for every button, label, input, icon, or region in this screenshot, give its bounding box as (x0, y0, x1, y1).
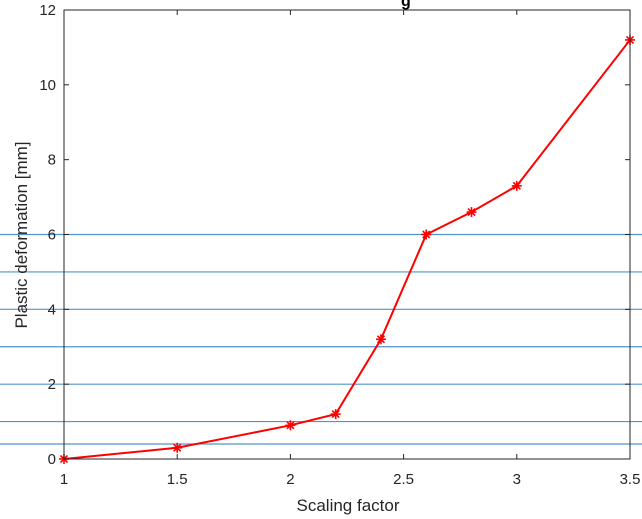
x-axis-label: Scaling factor (297, 496, 400, 515)
x-tick-label-1: 1.5 (167, 471, 188, 488)
data-point-5 (421, 229, 432, 240)
data-point-1 (172, 442, 183, 453)
data-point-3 (330, 409, 341, 420)
y-tick-label-3: 6 (48, 227, 56, 244)
chart-title: g (401, 0, 411, 10)
data-point-4 (375, 334, 386, 345)
x-tick-label-5: 3.5 (620, 471, 641, 488)
y-tick-label-1: 2 (48, 376, 56, 393)
series-group (59, 34, 635, 464)
y-tick-label-2: 4 (48, 301, 56, 318)
y-axis-label: Plastic deformation [mm] (12, 141, 31, 328)
data-point-7 (511, 180, 522, 191)
tick-labels: 1 1.5 2 2.5 3 3.5 0 2 4 6 8 10 12 (39, 2, 640, 488)
y-tick-label-0: 0 (48, 451, 56, 468)
x-tick-label-4: 3 (513, 471, 521, 488)
x-tick-label-3: 2.5 (393, 471, 414, 488)
data-point-2 (285, 420, 296, 431)
y-tick-label-4: 8 (48, 152, 56, 169)
series-line-0 (63, 39, 631, 460)
data-point-6 (466, 207, 477, 218)
x-tick-label-0: 1 (60, 471, 68, 488)
axes (63, 9, 631, 460)
x-tick-label-2: 2 (286, 471, 294, 488)
reference-lines (0, 233, 642, 445)
y-tick-label-5: 10 (39, 77, 56, 94)
y-tick-label-6: 12 (39, 2, 56, 19)
